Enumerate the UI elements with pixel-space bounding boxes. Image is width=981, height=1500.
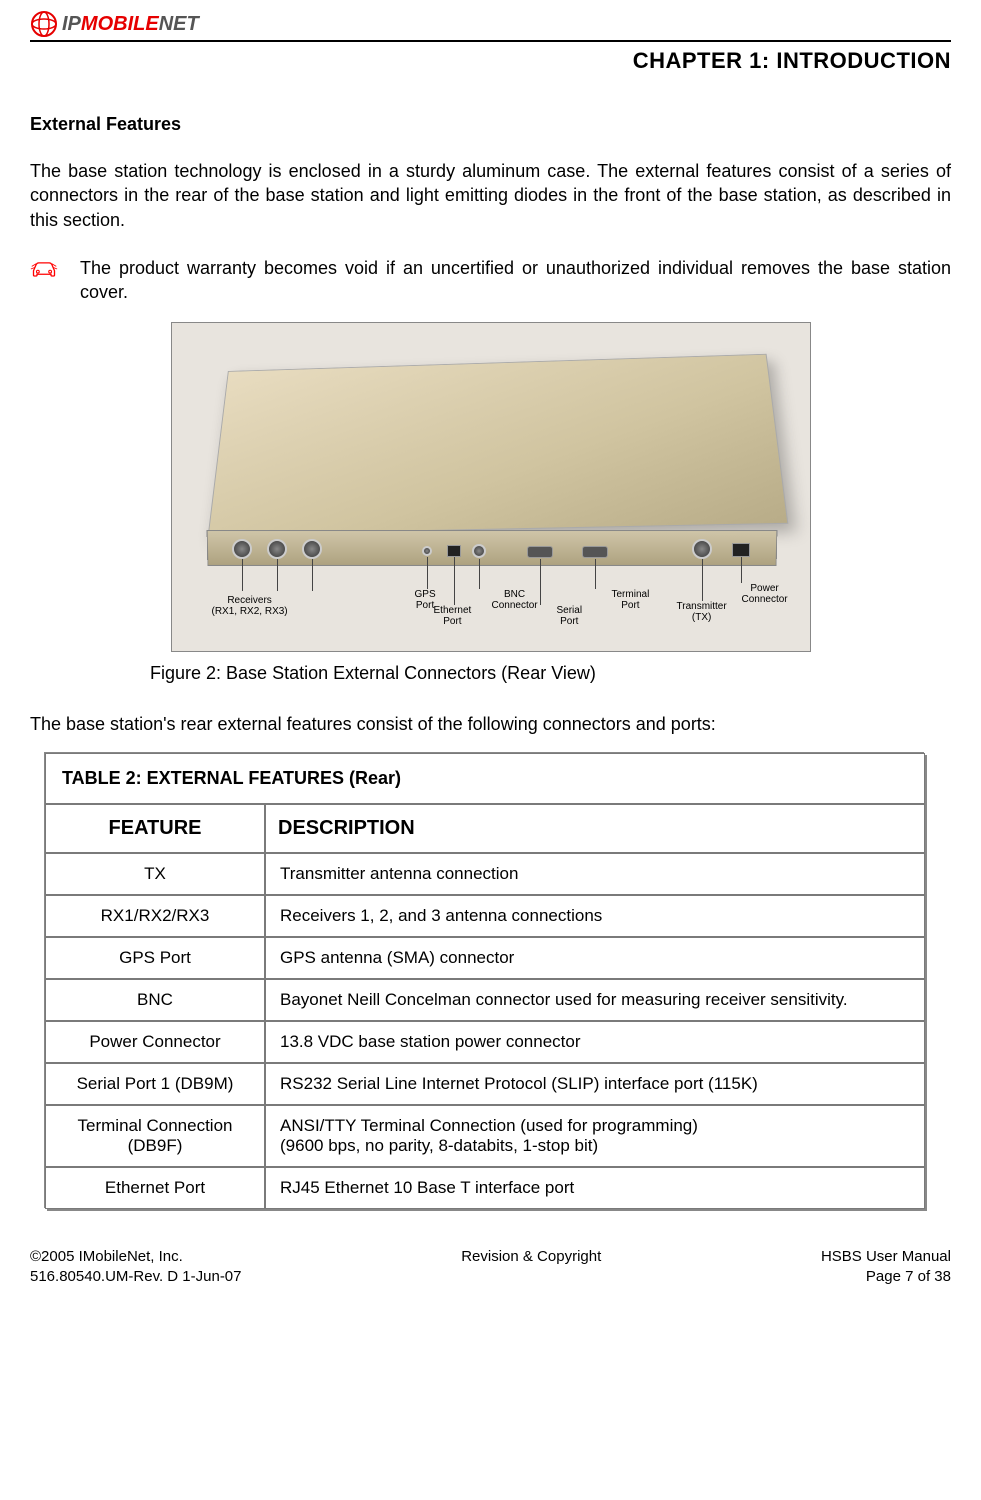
- table-row: Ethernet Port RJ45 Ethernet 10 Base T in…: [45, 1167, 925, 1209]
- section-heading: External Features: [30, 114, 951, 135]
- table-row: BNC Bayonet Neill Concelman connector us…: [45, 979, 925, 1021]
- table-row: Terminal Connection (DB9F) ANSI/TTY Term…: [45, 1105, 925, 1167]
- feature-cell: Ethernet Port: [45, 1167, 265, 1209]
- footer-manual-name: HSBS User Manual: [821, 1248, 951, 1265]
- description-cell: Bayonet Neill Concelman connector used f…: [265, 979, 925, 1021]
- callout-line: [479, 559, 480, 589]
- callout-line: [277, 559, 278, 591]
- column-header-description: DESCRIPTION: [265, 804, 925, 853]
- description-cell: RS232 Serial Line Internet Protocol (SLI…: [265, 1063, 925, 1105]
- footer-page-number: Page 7 of 38: [866, 1268, 951, 1285]
- figure-caption: Figure 2: Base Station External Connecto…: [30, 663, 951, 684]
- description-cell: 13.8 VDC base station power connector: [265, 1021, 925, 1063]
- device-top: [207, 354, 788, 536]
- table-row: GPS Port GPS antenna (SMA) connector: [45, 937, 925, 979]
- footer-copyright: ©2005 IMobileNet, Inc.: [30, 1248, 183, 1265]
- description-cell: RJ45 Ethernet 10 Base T interface port: [265, 1167, 925, 1209]
- table-row: TX Transmitter antenna connection: [45, 853, 925, 895]
- callout-receivers: Receivers(RX1, RX2, RX3): [212, 595, 288, 617]
- page-footer: ©2005 IMobileNet, Inc. 516.80540.UM-Rev.…: [30, 1247, 951, 1286]
- callout-gps: GPSPort: [415, 589, 436, 611]
- company-logo: IPMOBILENET: [30, 10, 199, 38]
- footer-left: ©2005 IMobileNet, Inc. 516.80540.UM-Rev.…: [30, 1247, 242, 1286]
- table-title: TABLE 2: EXTERNAL FEATURES (Rear): [45, 753, 925, 804]
- rx3-port: [302, 539, 322, 559]
- table-row: RX1/RX2/RX3 Receivers 1, 2, and 3 antenn…: [45, 895, 925, 937]
- gps-port: [422, 546, 432, 556]
- description-cell: ANSI/TTY Terminal Connection (used for p…: [265, 1105, 925, 1167]
- warning-block: The product warranty becomes void if an …: [30, 256, 951, 305]
- figure-block: Receivers(RX1, RX2, RX3) GPSPort Etherne…: [30, 322, 951, 684]
- figure-image: Receivers(RX1, RX2, RX3) GPSPort Etherne…: [171, 322, 811, 652]
- table-header-row: FEATURE DESCRIPTION: [45, 804, 925, 853]
- callout-tx: Transmitter(TX): [677, 601, 727, 623]
- feature-cell: GPS Port: [45, 937, 265, 979]
- tx-port: [692, 539, 712, 559]
- rx1-port: [232, 539, 252, 559]
- callout-line: [427, 557, 428, 589]
- globe-icon: [30, 10, 58, 38]
- column-header-feature: FEATURE: [45, 804, 265, 853]
- table-lead-in: The base station's rear external feature…: [30, 714, 951, 735]
- feature-cell: BNC: [45, 979, 265, 1021]
- description-cell: Transmitter antenna connection: [265, 853, 925, 895]
- feature-cell: RX1/RX2/RX3: [45, 895, 265, 937]
- callout-line: [312, 559, 313, 591]
- feature-cell: Serial Port 1 (DB9M): [45, 1063, 265, 1105]
- table-row: Serial Port 1 (DB9M) RS232 Serial Line I…: [45, 1063, 925, 1105]
- description-cell: Receivers 1, 2, and 3 antenna connection…: [265, 895, 925, 937]
- callout-line: [595, 559, 596, 589]
- callout-power: PowerConnector: [742, 583, 788, 605]
- feature-cell: Power Connector: [45, 1021, 265, 1063]
- ethernet-port: [447, 545, 461, 557]
- rx2-port: [267, 539, 287, 559]
- chapter-title: CHAPTER 1: INTRODUCTION: [30, 48, 951, 74]
- table-row: Power Connector 13.8 VDC base station po…: [45, 1021, 925, 1063]
- description-cell: GPS antenna (SMA) connector: [265, 937, 925, 979]
- logo-text-ip: IP: [62, 13, 81, 36]
- table-title-row: TABLE 2: EXTERNAL FEATURES (Rear): [45, 753, 925, 804]
- logo-text-mobile: MOBILE: [81, 13, 159, 36]
- callout-bnc: BNCConnector: [492, 589, 538, 611]
- feature-cell: Terminal Connection (DB9F): [45, 1105, 265, 1167]
- footer-docnum: 516.80540.UM-Rev. D 1-Jun-07: [30, 1268, 242, 1285]
- logo-text-net: NET: [159, 13, 199, 36]
- callout-line: [242, 559, 243, 591]
- callout-line: [741, 557, 742, 583]
- footer-right: HSBS User Manual Page 7 of 38: [821, 1247, 951, 1286]
- power-port: [732, 543, 750, 557]
- bnc-port: [472, 544, 486, 558]
- car-warning-icon: [30, 258, 58, 280]
- callout-serial: SerialPort: [557, 605, 583, 627]
- external-features-table: TABLE 2: EXTERNAL FEATURES (Rear) FEATUR…: [45, 753, 925, 1209]
- callout-line: [454, 557, 455, 605]
- warning-text: The product warranty becomes void if an …: [80, 256, 951, 305]
- footer-center: Revision & Copyright: [461, 1247, 601, 1286]
- callout-line: [540, 559, 541, 605]
- header-logo-row: IPMOBILENET: [30, 10, 951, 38]
- callout-line: [702, 559, 703, 601]
- serial-port: [527, 546, 553, 558]
- intro-paragraph: The base station technology is enclosed …: [30, 159, 951, 232]
- callout-ethernet: EthernetPort: [434, 605, 472, 627]
- callout-terminal: TerminalPort: [612, 589, 650, 611]
- header-rule: [30, 40, 951, 42]
- terminal-port: [582, 546, 608, 558]
- feature-cell: TX: [45, 853, 265, 895]
- page-container: IPMOBILENET CHAPTER 1: INTRODUCTION Exte…: [0, 0, 981, 1306]
